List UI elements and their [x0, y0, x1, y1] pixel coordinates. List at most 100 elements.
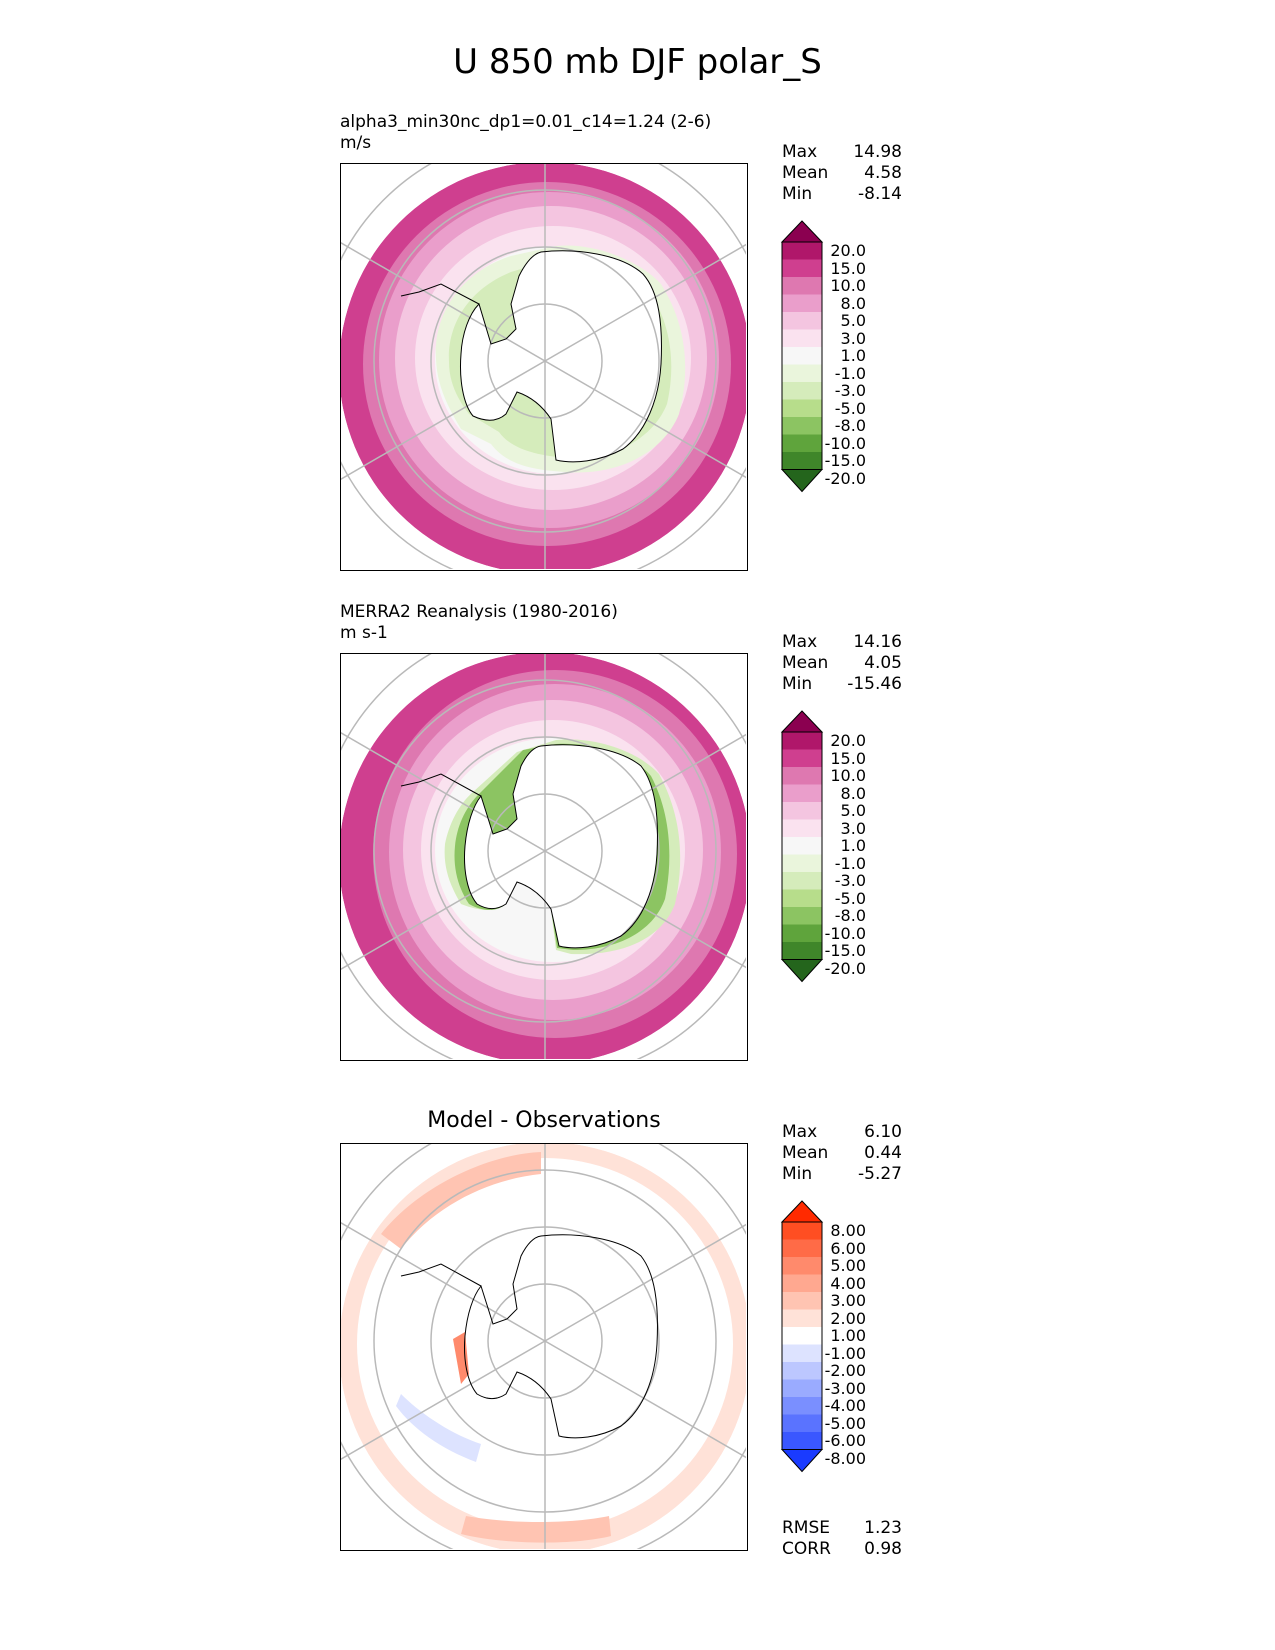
cbar-label: -15.0 [824, 941, 866, 960]
colorbar-segment [782, 732, 822, 750]
colorbar-segment [782, 1292, 822, 1310]
colorbar-segment [782, 837, 822, 855]
cbar-label: 3.0 [840, 818, 866, 838]
cbar-label: 3.0 [840, 328, 866, 348]
panel3-colorbar [780, 1200, 824, 1499]
panel1-model-name: alpha3_min30nc_dp1=0.01_c14=1.24 (2-6) [340, 112, 712, 132]
colorbar-segment [782, 382, 822, 400]
panel3-title: Model - Observations [427, 1108, 661, 1133]
stat-mean: Mean 0.44 [782, 1143, 902, 1163]
cbar-label: -5.0 [834, 398, 866, 418]
cbar-label: -3.0 [834, 381, 866, 400]
colorbar-segment [782, 1344, 822, 1363]
cbar-label: -1.00 [824, 1343, 866, 1363]
cbar-label: 10.0 [830, 276, 866, 295]
colorbar-extend-top [780, 1200, 824, 1223]
cbar-label: -20.0 [824, 468, 866, 488]
stat-mean: Mean 4.58 [782, 163, 902, 183]
cbar-label: -8.0 [834, 416, 866, 435]
colorbar-segment [782, 364, 822, 383]
colorbar-segment [782, 802, 822, 820]
cbar-label: 5.0 [840, 801, 866, 820]
colorbar-segment [782, 1257, 822, 1275]
colorbar-segment [782, 1239, 822, 1258]
colorbar-segment [782, 889, 822, 908]
colorbar-segment [782, 294, 822, 313]
panel3-stats: Max 6.10 Mean 0.44 Min -5.27 [782, 1122, 902, 1185]
cbar-label: -2.00 [824, 1361, 866, 1380]
figure-title: U 850 mb DJF polar_S [453, 42, 822, 82]
cbar-label: -3.0 [834, 871, 866, 890]
cbar-label: 15.0 [830, 258, 866, 278]
colorbar-segment [782, 1414, 822, 1433]
stat-min: Min -5.27 [782, 1164, 902, 1184]
stat-min: Min -15.46 [782, 674, 902, 694]
cbar-label: -1.0 [834, 853, 866, 873]
graticule [341, 1144, 746, 1549]
colorbar-segment [782, 784, 822, 803]
colorbar-segment [782, 347, 822, 365]
panel2-units: m s-1 [340, 623, 388, 643]
stat-max: Max 6.10 [782, 1122, 902, 1142]
cbar-label: -5.0 [834, 888, 866, 908]
coastline [400, 744, 658, 949]
stat-max: Max 14.98 [782, 142, 902, 162]
colorbar-segment [782, 259, 822, 278]
colorbar-segment [782, 819, 822, 838]
colorbar-extend-top [780, 220, 824, 243]
colorbar-extend-bottom [780, 1449, 824, 1473]
colorbar-segment [782, 854, 822, 873]
cbar-label: -4.00 [824, 1396, 866, 1415]
colorbar-extend-top [780, 710, 824, 733]
cbar-label: 6.00 [830, 1238, 866, 1258]
stat-max: Max 14.16 [782, 632, 902, 652]
cbar-label: -5.00 [824, 1413, 866, 1433]
cbar-label: 1.0 [840, 836, 866, 855]
cbar-label: -8.00 [824, 1448, 866, 1468]
panel3-colorbar-labels: 8.00 6.00 5.00 4.00 3.00 2.00 1.00 -1.00… [820, 1222, 866, 1467]
cbar-label: 20.0 [830, 731, 866, 750]
panel3-metrics: RMSE 1.23 CORR 0.98 [782, 1518, 902, 1560]
panel2-colorbar-labels: 20.0 15.0 10.0 8.0 5.0 3.0 1.0 -1.0 -3.0… [820, 732, 866, 977]
cbar-label: 5.00 [830, 1256, 866, 1275]
cbar-label: -20.0 [824, 958, 866, 978]
panel3-map [340, 1143, 748, 1551]
panel1-title: alpha3_min30nc_dp1=0.01_c14=1.24 (2-6) m… [340, 112, 711, 154]
colorbar-segment [782, 1222, 822, 1240]
colorbar-segment [782, 329, 822, 348]
cbar-label: 2.00 [830, 1308, 866, 1328]
cbar-label: 8.0 [840, 783, 866, 803]
cbar-label: 5.0 [840, 311, 866, 330]
colorbar-segment [782, 312, 822, 330]
colorbar-segment [782, 417, 822, 435]
cbar-label: -1.0 [834, 363, 866, 383]
colorbar-segment [782, 942, 822, 960]
colorbar-segment [782, 1379, 822, 1398]
cbar-label: 20.0 [830, 241, 866, 260]
diff-band [396, 1394, 481, 1462]
cbar-label: 1.00 [830, 1326, 866, 1345]
colorbar-frame [781, 731, 823, 960]
colorbar-segment [782, 1432, 822, 1450]
cbar-label: -6.00 [824, 1431, 866, 1450]
panel2-stats: Max 14.16 Mean 4.05 Min -15.46 [782, 632, 902, 695]
cbar-label: 15.0 [830, 748, 866, 768]
coastline [400, 1234, 658, 1439]
graticule [341, 164, 746, 569]
colorbar-segment [782, 452, 822, 470]
panel1-map [340, 163, 748, 571]
colorbar-segment [782, 907, 822, 925]
colorbar-segment [782, 1327, 822, 1345]
colorbar-segment [782, 872, 822, 890]
panel1-stats: Max 14.98 Mean 4.58 Min -8.14 [782, 142, 902, 205]
coastline [400, 250, 662, 463]
panel2-colorbar [780, 710, 824, 1009]
colorbar-segment [782, 1309, 822, 1328]
panel1-colorbar-labels: 20.0 15.0 10.0 8.0 5.0 3.0 1.0 -1.0 -3.0… [820, 242, 866, 487]
cbar-label: 4.00 [830, 1273, 866, 1293]
antarctica [464, 744, 658, 948]
panel2-map [340, 653, 748, 1061]
colorbar-segment [782, 924, 822, 943]
stat-min: Min -8.14 [782, 184, 902, 204]
colorbar-segment [782, 1397, 822, 1415]
